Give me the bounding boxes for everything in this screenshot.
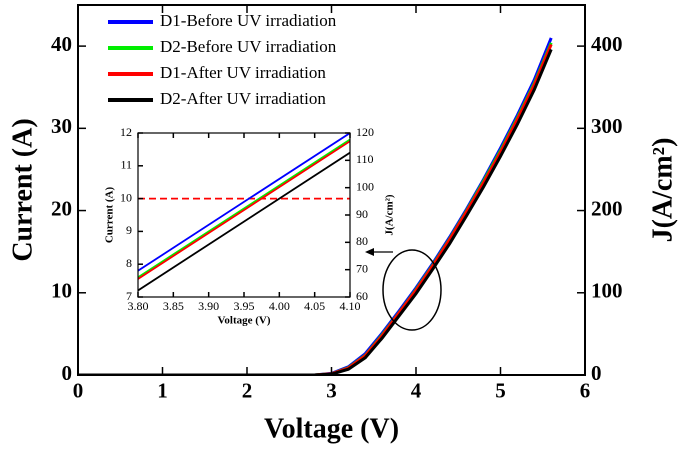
y2-tick-label: 400 bbox=[591, 32, 623, 56]
arrow-head bbox=[365, 248, 374, 256]
x-tick-label: 4.00 bbox=[269, 299, 290, 313]
series-line bbox=[78, 43, 553, 375]
x-tick-label: 3.95 bbox=[234, 299, 255, 313]
y-tick-label: 8 bbox=[126, 256, 132, 270]
x-tick-label: 4.10 bbox=[340, 299, 361, 313]
y-tick-label: 10 bbox=[51, 279, 72, 303]
series-line bbox=[138, 133, 350, 272]
series-line bbox=[138, 138, 350, 279]
series-line bbox=[138, 140, 350, 280]
y2-tick-label: 300 bbox=[591, 114, 623, 138]
x-tick-label: 6 bbox=[580, 379, 591, 403]
legend-label: D1-Before UV irradiation bbox=[160, 11, 337, 30]
series-line bbox=[138, 151, 350, 292]
y-tick-label: 11 bbox=[120, 158, 132, 172]
y-tick-label: 9 bbox=[126, 223, 132, 237]
y-tick-label: 10 bbox=[120, 190, 132, 204]
x-tick-label: 4.05 bbox=[304, 299, 325, 313]
y-axis-title: Current (A) bbox=[104, 187, 116, 244]
y2-tick-label: 110 bbox=[356, 152, 374, 166]
x-axis-title: Voltage (V) bbox=[217, 315, 270, 327]
y2-tick-label: 90 bbox=[356, 207, 368, 221]
y2-tick-label: 0 bbox=[591, 361, 602, 385]
x-tick-label: 3.85 bbox=[163, 299, 184, 313]
y2-tick-label: 80 bbox=[356, 234, 368, 248]
x-tick-label: 0 bbox=[73, 379, 84, 403]
series-line bbox=[78, 48, 553, 375]
y2-axis-title: J(A/cm²) bbox=[384, 194, 396, 236]
x-axis-title: Voltage (V) bbox=[264, 413, 399, 444]
y2-tick-label: 60 bbox=[356, 289, 368, 303]
y-tick-label: 12 bbox=[120, 125, 132, 139]
x-tick-label: 3 bbox=[326, 379, 337, 403]
y-tick-label: 40 bbox=[51, 32, 72, 56]
legend-label: D1-After UV irradiation bbox=[160, 63, 326, 82]
y2-tick-label: 100 bbox=[356, 179, 374, 193]
y2-tick-label: 200 bbox=[591, 196, 623, 220]
y2-tick-label: 70 bbox=[356, 261, 368, 275]
x-tick-label: 3.80 bbox=[128, 299, 149, 313]
y-axis-title: Current (A) bbox=[7, 118, 38, 261]
y-tick-label: 0 bbox=[62, 361, 73, 385]
y-tick-label: 20 bbox=[51, 196, 72, 220]
y-tick-label: 30 bbox=[51, 114, 72, 138]
inset-background bbox=[138, 133, 350, 297]
legend-label: D2-After UV irradiation bbox=[160, 89, 326, 108]
y-tick-label: 7 bbox=[126, 289, 132, 303]
x-tick-label: 3.90 bbox=[198, 299, 219, 313]
x-tick-label: 5 bbox=[495, 379, 506, 403]
highlight-ellipse bbox=[382, 249, 442, 331]
y2-tick-label: 100 bbox=[591, 279, 623, 303]
x-tick-label: 4 bbox=[411, 379, 422, 403]
legend-label: D2-Before UV irradiation bbox=[160, 37, 337, 56]
y2-axis-title: J(A/cm²) bbox=[647, 138, 678, 243]
x-tick-label: 1 bbox=[157, 379, 168, 403]
y2-tick-label: 120 bbox=[356, 125, 374, 139]
x-tick-label: 2 bbox=[242, 379, 253, 403]
